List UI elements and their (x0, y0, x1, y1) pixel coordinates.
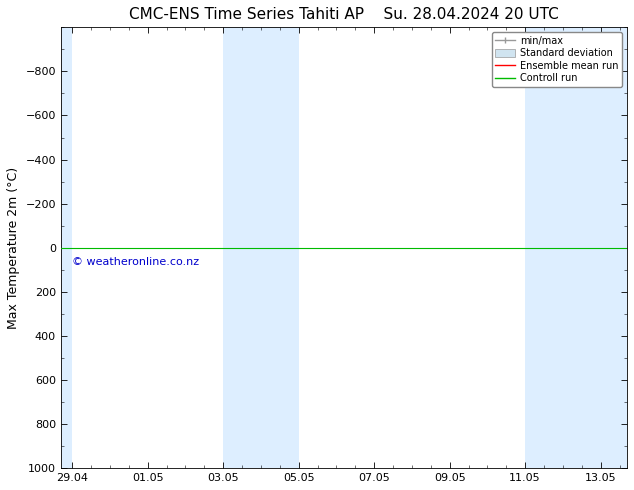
Text: © weatheronline.co.nz: © weatheronline.co.nz (72, 257, 199, 268)
Bar (223, 27, 261, 468)
Bar (563, 27, 627, 468)
Y-axis label: Max Temperature 2m (°C): Max Temperature 2m (°C) (7, 167, 20, 329)
Bar (525, 27, 563, 468)
Bar (61, 27, 72, 468)
Title: CMC-ENS Time Series Tahiti AP    Su. 28.04.2024 20 UTC: CMC-ENS Time Series Tahiti AP Su. 28.04.… (129, 7, 559, 22)
Bar (261, 27, 299, 468)
Legend: min/max, Standard deviation, Ensemble mean run, Controll run: min/max, Standard deviation, Ensemble me… (491, 32, 622, 87)
